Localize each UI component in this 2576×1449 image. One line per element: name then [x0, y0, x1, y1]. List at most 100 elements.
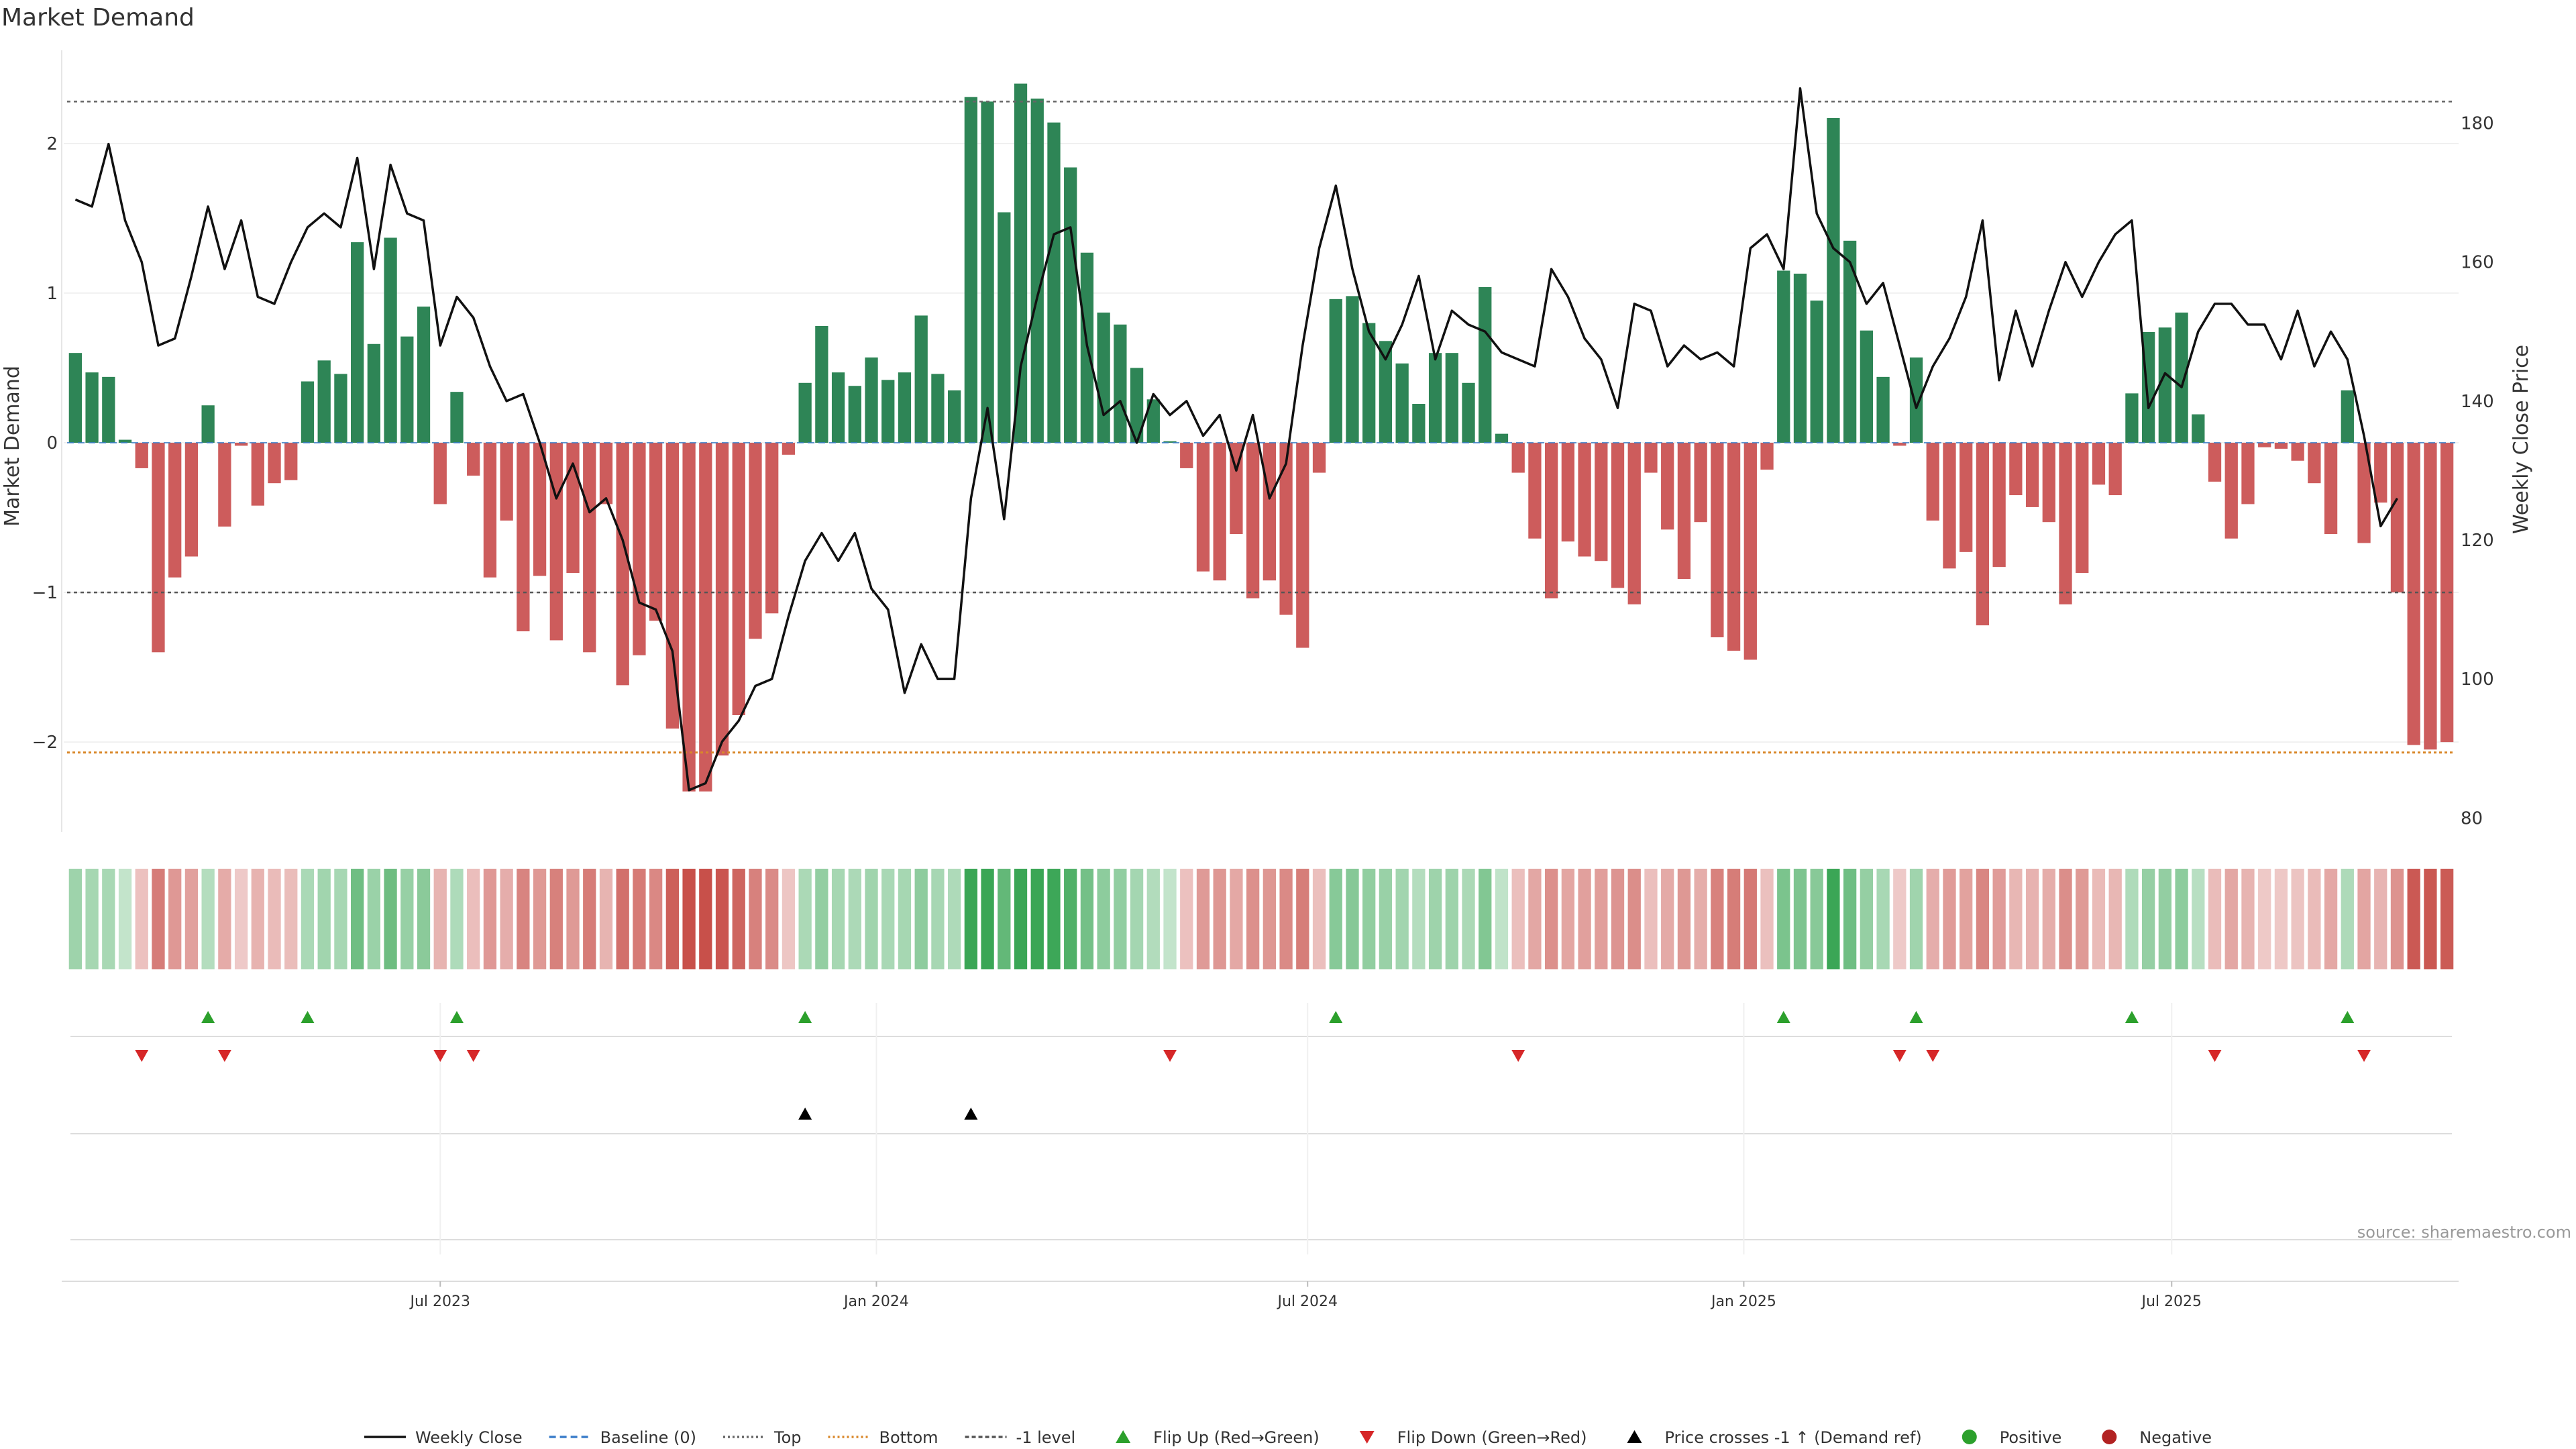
demand-bar [1793, 273, 1807, 443]
y2-tick-label: 160 [2461, 253, 2494, 273]
legend-swatch [2102, 1430, 2117, 1444]
heat-cell [765, 869, 779, 969]
demand-bar [234, 443, 248, 446]
demand-bar [881, 380, 895, 443]
flip-up-marker [201, 1011, 215, 1023]
heat-cell [1080, 869, 1094, 969]
demand-bar [2407, 443, 2420, 745]
demand-bar [1479, 287, 1492, 443]
demand-bar [549, 443, 563, 641]
y-tick-label: −2 [32, 733, 58, 753]
heat-cell [2357, 869, 2371, 969]
demand-bar [152, 443, 165, 653]
price-cross-marker [798, 1108, 812, 1120]
heat-cell [1893, 869, 1907, 969]
heat-cell [2141, 869, 2155, 969]
demand-bar [2175, 312, 2188, 443]
heat-cell [2175, 869, 2188, 969]
demand-bar [1263, 443, 1277, 581]
y2-tick-label: 180 [2461, 114, 2494, 134]
flip-down-marker [217, 1050, 231, 1062]
demand-bar [1296, 443, 1309, 648]
demand-bar [1064, 167, 1077, 443]
heat-cell [1346, 869, 1359, 969]
heat-cell [633, 869, 646, 969]
demand-bar [68, 353, 83, 443]
legend: Weekly Close Baseline (0) Top Bottom -1 leve… [364, 1428, 2212, 1447]
demand-bar [1711, 443, 1724, 637]
heat-cell [682, 869, 696, 969]
demand-bar [665, 443, 680, 729]
flip-down-marker [1892, 1050, 1907, 1062]
heat-cell [1578, 869, 1591, 969]
demand-bar [1395, 363, 1409, 443]
demand-bar [914, 315, 928, 443]
demand-bar [2308, 443, 2321, 484]
demand-bar [184, 443, 199, 557]
heat-cell [135, 869, 148, 969]
demand-bar [865, 357, 878, 443]
date-tick-label: Jul 2023 [409, 1293, 470, 1310]
heat-cell [483, 869, 497, 969]
event-markers [70, 1003, 2452, 1254]
heat-cell [981, 869, 994, 969]
flip-up-marker [1909, 1011, 1923, 1023]
demand-bar [2241, 443, 2255, 504]
heat-cell [1114, 869, 1127, 969]
demand-bar [301, 381, 315, 443]
demand-bar [102, 376, 115, 443]
demand-bar [1595, 443, 1608, 561]
demand-bar [2158, 327, 2172, 443]
heat-cell [85, 869, 99, 969]
demand-bar [1097, 312, 1110, 443]
legend-label: Flip Up (Red→Green) [1153, 1428, 1320, 1447]
heat-cell [2192, 869, 2205, 969]
demand-bar [1462, 382, 1475, 443]
demand-bar [715, 443, 729, 756]
demand-bar [201, 405, 215, 443]
heat-cell [1544, 869, 1558, 969]
demand-bar [2125, 393, 2139, 443]
heat-cell [1876, 869, 1890, 969]
heat-cell [1296, 869, 1309, 969]
flip-down-marker [433, 1050, 447, 1062]
heat-cell [400, 869, 414, 969]
heat-cell [268, 869, 281, 969]
heat-cell [1263, 869, 1277, 969]
date-tick-label: Jan 2024 [843, 1293, 909, 1310]
demand-bar [1114, 324, 1127, 443]
demand-bar [1412, 404, 1426, 443]
heat-cell [1926, 869, 1939, 969]
heat-cell [1329, 869, 1342, 969]
heat-cell [1860, 869, 1874, 969]
heat-cell [433, 869, 447, 969]
demand-bar [118, 439, 132, 443]
heat-cell [1909, 869, 1923, 969]
heat-cell [234, 869, 248, 969]
heat-cell [1727, 869, 1741, 969]
heat-cell [1163, 869, 1177, 969]
demand-bar [517, 443, 530, 632]
demand-bar [284, 443, 298, 480]
legend-swatch [1627, 1430, 1642, 1443]
heat-cell [500, 869, 513, 969]
heat-cell [2440, 869, 2454, 969]
heat-cell [1661, 869, 1674, 969]
heat-cell [1644, 869, 1658, 969]
heat-cell [1528, 869, 1542, 969]
demand-bar [1893, 443, 1907, 446]
demand-bar [1992, 443, 2006, 568]
heat-cell [284, 869, 298, 969]
heat-cell [898, 869, 912, 969]
demand-bar [483, 443, 497, 578]
heat-cell [118, 869, 132, 969]
demand-bar [2224, 443, 2238, 539]
demand-bar [931, 374, 945, 443]
heat-cell [350, 869, 364, 969]
heat-cell [251, 869, 264, 969]
flip-up-marker [1776, 1011, 1790, 1023]
date-axis: Jul 2023 Jan 2024 Jul 2024 Jan 2025 Jul 2025 [62, 1281, 2459, 1310]
demand-bar [2208, 443, 2222, 482]
date-tick-label: Jan 2025 [1710, 1293, 1776, 1310]
demand-bar [599, 443, 613, 504]
